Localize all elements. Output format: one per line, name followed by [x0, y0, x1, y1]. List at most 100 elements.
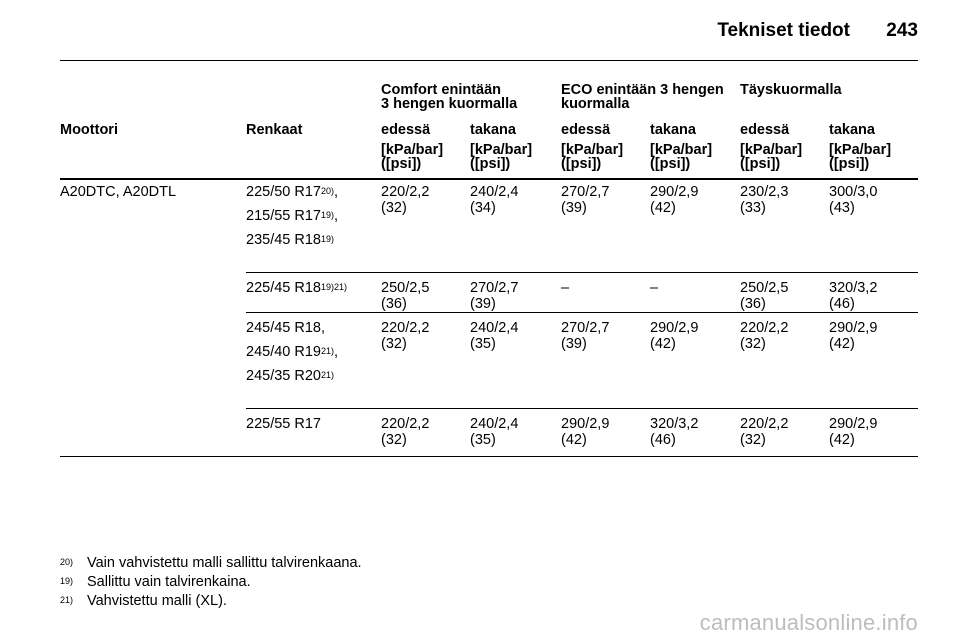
footnote-text: Sallittu vain talvirenkaina. [87, 574, 251, 590]
pressure-psi: (32) [381, 432, 407, 448]
pressure-value: 240/2,4 [470, 184, 519, 200]
pressure-psi: (36) [381, 296, 407, 312]
pressure-psi: (32) [381, 200, 407, 216]
pressure-psi: (35) [470, 432, 496, 448]
pressure-psi: (32) [740, 432, 766, 448]
footnote-text: Vain vahvistettu malli sallittu talviren… [87, 555, 362, 571]
unit-label-line2: ([psi]) [561, 156, 602, 172]
pressure-psi: (34) [470, 200, 496, 216]
pressure-value: 220/2,2 [740, 320, 789, 336]
pressure-value: 220/2,2 [381, 184, 430, 200]
col-eco-front: edessä [561, 122, 611, 138]
unit-label-line1: [kPa/bar] [470, 142, 533, 158]
tyre-size: 225/55 R17 [246, 416, 321, 432]
pressure-psi: (42) [650, 336, 676, 352]
table-bottom-rule [60, 456, 918, 457]
row-separator [246, 408, 918, 409]
tyre-size-text: 245/35 R20 [246, 368, 321, 384]
unit-label-line2: ([psi]) [470, 156, 511, 172]
tyre-size-text: 225/55 R17 [246, 416, 321, 432]
footnote-mark: 19) [60, 576, 74, 586]
pressure-psi: (32) [381, 336, 407, 352]
header-rule [60, 60, 918, 61]
pressure-value: 290/2,9 [829, 416, 878, 432]
pressure-psi: (42) [650, 200, 676, 216]
pressure-value: 240/2,4 [470, 320, 519, 336]
pressure-psi: (39) [561, 200, 587, 216]
unit-label-line1: [kPa/bar] [561, 142, 624, 158]
pressure-value: 290/2,9 [650, 184, 699, 200]
footnote: 19) Sallittu vain talvirenkaina. [60, 574, 251, 590]
unit-label-line2: ([psi]) [740, 156, 781, 172]
col-full-front: edessä [740, 122, 790, 138]
pressure-psi: (39) [561, 336, 587, 352]
page-number: 243 [886, 20, 918, 41]
pressure-value: 220/2,2 [381, 320, 430, 336]
tyre-size-suffix: , [334, 208, 339, 224]
pressure-value: 250/2,5 [740, 280, 789, 296]
engine-cell: A20DTC, A20DTL [60, 184, 177, 200]
pressure-value: 270/2,7 [561, 320, 610, 336]
col-full-rear: takana [829, 122, 875, 138]
pressure-value: – [650, 280, 659, 296]
pressure-value: 290/2,9 [829, 320, 878, 336]
pressure-value: 220/2,2 [740, 416, 789, 432]
tyre-size: 245/45 R18, [246, 320, 325, 336]
pressure-value: 300/3,0 [829, 184, 878, 200]
tyre-size-text: 245/45 R18 [246, 320, 321, 336]
tyre-size: 235/45 R1819) [246, 232, 334, 248]
tyre-size-text: 225/50 R17 [246, 184, 321, 200]
unit-label-line1: [kPa/bar] [650, 142, 713, 158]
tyre-size: 245/40 R1921), [246, 344, 338, 360]
col-comfort-rear: takana [470, 122, 516, 138]
row-separator [246, 272, 918, 273]
pressure-psi: (35) [470, 336, 496, 352]
pressure-psi: (46) [650, 432, 676, 448]
pressure-value: 320/3,2 [650, 416, 699, 432]
tyre-size-text: 225/45 R18 [246, 280, 321, 296]
tyre-size: 225/50 R1720), [246, 184, 338, 200]
footnote-ref: 19)21) [320, 282, 347, 292]
col-eco-rear: takana [650, 122, 696, 138]
group-eco-line1: ECO enintään 3 hengen [561, 82, 724, 98]
unit-label-line1: [kPa/bar] [740, 142, 803, 158]
pressure-value: 290/2,9 [650, 320, 699, 336]
col-tyres: Renkaat [246, 122, 303, 138]
tyre-size-suffix: , [334, 344, 339, 360]
header-bottom-rule [60, 178, 918, 180]
col-engine: Moottori [60, 122, 118, 138]
group-comfort-line1: Comfort enintään [381, 82, 502, 98]
unit-label-line2: ([psi]) [829, 156, 870, 172]
tyre-size: 215/55 R1719), [246, 208, 338, 224]
tyre-size-text: 215/55 R17 [246, 208, 321, 224]
footnote-ref: 20) [320, 186, 334, 196]
pressure-psi: (42) [829, 432, 855, 448]
pressure-psi: (33) [740, 200, 766, 216]
pressure-psi: (32) [740, 336, 766, 352]
pressure-psi: (36) [740, 296, 766, 312]
pressure-value: 220/2,2 [381, 416, 430, 432]
pressure-value: 230/2,3 [740, 184, 789, 200]
footnote-ref: 19) [320, 234, 334, 244]
footnote: 20) Vain vahvistettu malli sallittu talvi… [60, 555, 362, 571]
pressure-value: 320/3,2 [829, 280, 878, 296]
tyre-size: 225/45 R1819)21) [246, 280, 347, 296]
unit-label-line1: [kPa/bar] [381, 142, 444, 158]
pressure-value: 290/2,9 [561, 416, 610, 432]
pressure-value: – [561, 280, 570, 296]
section-title: Tekniset tiedot [717, 20, 850, 41]
tyre-size-suffix: , [334, 184, 339, 200]
unit-label-line1: [kPa/bar] [829, 142, 892, 158]
group-full-load: Täyskuormalla [740, 82, 842, 98]
pressure-value: 270/2,7 [470, 280, 519, 296]
pressure-value: 250/2,5 [381, 280, 430, 296]
group-comfort-line2: 3 hengen kuormalla [381, 96, 518, 112]
pressure-psi: (39) [470, 296, 496, 312]
footnote: 21) Vahvistettu malli (XL). [60, 593, 227, 609]
footnote-ref: 19) [320, 210, 334, 220]
unit-label-line2: ([psi]) [381, 156, 422, 172]
pressure-psi: (42) [561, 432, 587, 448]
tyre-size-text: 245/40 R19 [246, 344, 321, 360]
col-comfort-front: edessä [381, 122, 431, 138]
tyre-size-text: 235/45 R18 [246, 232, 321, 248]
